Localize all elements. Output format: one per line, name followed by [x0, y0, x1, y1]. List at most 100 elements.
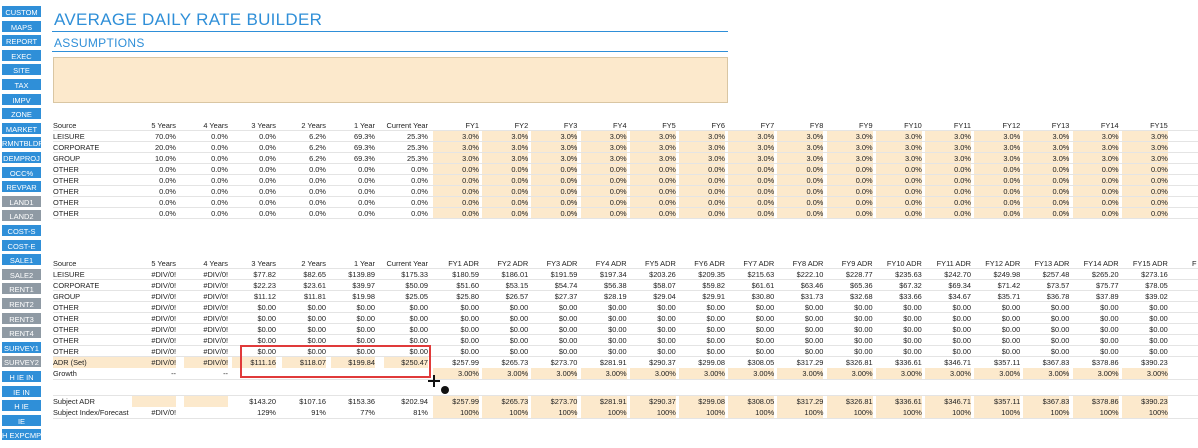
mix_table-cell[interactable]: 0.0%	[358, 176, 375, 185]
adr-cell[interactable]: $0.00	[460, 303, 480, 312]
mix_table-cell[interactable]: 3.0%	[1023, 131, 1070, 142]
adr-cell[interactable]: $0.00	[706, 336, 726, 345]
adr-set-cell[interactable]: $336.61	[895, 358, 922, 367]
mix_table-cell[interactable]: 0.0%	[826, 164, 873, 175]
adr-cell[interactable]: #DIV/0!	[151, 292, 176, 301]
growth-cell[interactable]: 3.00%	[728, 368, 775, 379]
adr-cell[interactable]: $0.00	[1100, 314, 1119, 323]
adr-cell[interactable]: $32.68	[849, 292, 873, 301]
mix_table-cell[interactable]: 0.0%	[531, 164, 578, 175]
adr-cell[interactable]: $39.97	[352, 281, 375, 290]
adr-set-cell[interactable]: $390.23	[1141, 358, 1168, 367]
adr-cell[interactable]: $0.00	[1050, 325, 1070, 334]
mix_table-cell[interactable]: 0.0%	[925, 186, 971, 197]
adr-set-cell[interactable]: $367.83	[1042, 358, 1070, 367]
adr-cell[interactable]: $0.00	[1001, 303, 1021, 312]
subject-cell[interactable]: 100%	[1023, 407, 1070, 418]
mix_table-cell[interactable]: 0.0%	[679, 164, 725, 175]
subject-cell[interactable]: $346.71	[925, 396, 971, 407]
growth-cell[interactable]: 3.00%	[482, 368, 529, 379]
adr-cell[interactable]: $203.26	[649, 270, 676, 279]
adr-cell[interactable]: $0.00	[755, 347, 775, 356]
mix_table-cell[interactable]: 3.0%	[679, 142, 725, 153]
mix_table-cell[interactable]: 3.0%	[679, 131, 725, 142]
mix_table-cell[interactable]: 0.0%	[159, 176, 176, 185]
adr-set-cell[interactable]: $378.86	[1091, 358, 1119, 367]
adr-cell[interactable]: $0.00	[356, 303, 376, 312]
subject-cell[interactable]: $281.91	[580, 396, 627, 407]
growth-cell[interactable]: 3.00%	[679, 368, 725, 379]
mix_table-cell[interactable]: 69.3%	[354, 154, 375, 163]
mix_table-cell[interactable]: 3.0%	[580, 153, 627, 164]
adr-cell[interactable]: $0.00	[755, 314, 775, 323]
adr-cell[interactable]: $29.04	[653, 292, 676, 301]
mix_table-cell[interactable]: 0.0%	[777, 208, 824, 219]
mix_table-cell[interactable]: 3.0%	[728, 142, 775, 153]
mix_table-cell[interactable]: 0.0%	[159, 198, 176, 207]
mix_table-cell[interactable]: 0.0%	[211, 187, 228, 196]
subject-cell[interactable]: 100%	[826, 407, 873, 418]
mix_table-cell[interactable]: 3.0%	[1121, 142, 1168, 153]
adr-cell[interactable]: $0.00	[558, 314, 578, 323]
adr-cell[interactable]: $249.98	[993, 270, 1021, 279]
adr-cell[interactable]: $265.20	[1091, 270, 1119, 279]
mix_table-cell[interactable]: 3.0%	[974, 131, 1021, 142]
mix_table-cell[interactable]: 0.0%	[259, 209, 276, 218]
subject-cell[interactable]: 129%	[257, 408, 276, 417]
mix_table-cell[interactable]: 0.0%	[309, 187, 326, 196]
mix_table-cell[interactable]: 3.0%	[1121, 131, 1168, 142]
mix_table-cell[interactable]: 3.0%	[925, 153, 971, 164]
adr-set-cell[interactable]: $111.16	[232, 357, 276, 368]
adr-cell[interactable]: $26.57	[505, 292, 529, 301]
adr-cell[interactable]: $0.00	[903, 314, 922, 323]
adr-cell[interactable]: $31.73	[800, 292, 824, 301]
subject-cell[interactable]: 100%	[1121, 407, 1168, 418]
nav-button-h-ie-in[interactable]: H IE IN	[1, 370, 42, 383]
mix_table-cell[interactable]: 0.0%	[211, 154, 228, 163]
mix_table-cell[interactable]: 0.0%	[974, 208, 1021, 219]
adr-cell[interactable]: $0.00	[257, 303, 277, 312]
subject-cell[interactable]: 100%	[531, 407, 578, 418]
mix_table-cell[interactable]: 0.0%	[629, 175, 676, 186]
mix_table-cell[interactable]: 0.0%	[728, 197, 775, 208]
mix_table-cell[interactable]: 3.0%	[433, 142, 479, 153]
mix_table-cell[interactable]: 0.0%	[482, 164, 529, 175]
mix_table-cell[interactable]: 3.0%	[531, 153, 578, 164]
nav-button-ie-in[interactable]: IE IN	[1, 384, 42, 398]
mix_table-cell[interactable]: 0.0%	[974, 186, 1021, 197]
adr-cell[interactable]: $56.38	[603, 281, 627, 290]
adr-cell[interactable]: $77.82	[253, 270, 276, 279]
mix_table-cell[interactable]: 3.0%	[679, 153, 725, 164]
growth-cell[interactable]: 3.00%	[777, 368, 824, 379]
growth-cell[interactable]: 3.00%	[629, 368, 676, 379]
adr-cell[interactable]: $228.77	[845, 270, 873, 279]
mix_table-cell[interactable]: 0.0%	[159, 209, 176, 218]
mix_table-cell[interactable]: 69.3%	[354, 132, 375, 141]
adr-cell[interactable]: $0.00	[706, 347, 726, 356]
nav-button-rent2[interactable]: RENT2	[1, 297, 42, 310]
adr-cell[interactable]: $242.70	[944, 270, 971, 279]
adr-cell[interactable]: $0.00	[804, 325, 824, 334]
adr-set-cell[interactable]: $290.37	[649, 358, 676, 367]
adr-cell[interactable]: $37.89	[1095, 292, 1119, 301]
subject-cell[interactable]: $378.86	[1072, 396, 1119, 407]
nav-button-exec[interactable]: EXEC	[1, 48, 42, 62]
adr-cell[interactable]: $186.01	[501, 270, 529, 279]
adr-cell[interactable]: $0.00	[804, 303, 824, 312]
subject-cell[interactable]: 77%	[360, 408, 375, 417]
adr-set-cell[interactable]: #DIV/0!	[184, 357, 228, 368]
nav-button-survey2[interactable]: SURVEY2	[1, 355, 42, 369]
mix_table-cell[interactable]: 0.0%	[679, 208, 725, 219]
adr-cell[interactable]: $0.00	[1001, 336, 1021, 345]
adr-cell[interactable]: $0.00	[307, 325, 327, 334]
adr-cell[interactable]: $273.16	[1141, 270, 1168, 279]
mix_table-cell[interactable]: 3.0%	[826, 153, 873, 164]
mix_table-cell[interactable]: 3.0%	[1023, 153, 1070, 164]
adr-cell[interactable]: #DIV/0!	[151, 325, 176, 334]
adr-cell[interactable]: $33.66	[899, 292, 922, 301]
nav-button-tax[interactable]: TAX	[1, 78, 42, 91]
mix_table-cell[interactable]: 0.0%	[777, 175, 824, 186]
mix_table-cell[interactable]: 0.0%	[411, 187, 428, 196]
subject-cell[interactable]: 100%	[925, 407, 971, 418]
mix_table-cell[interactable]: 0.0%	[211, 209, 228, 218]
